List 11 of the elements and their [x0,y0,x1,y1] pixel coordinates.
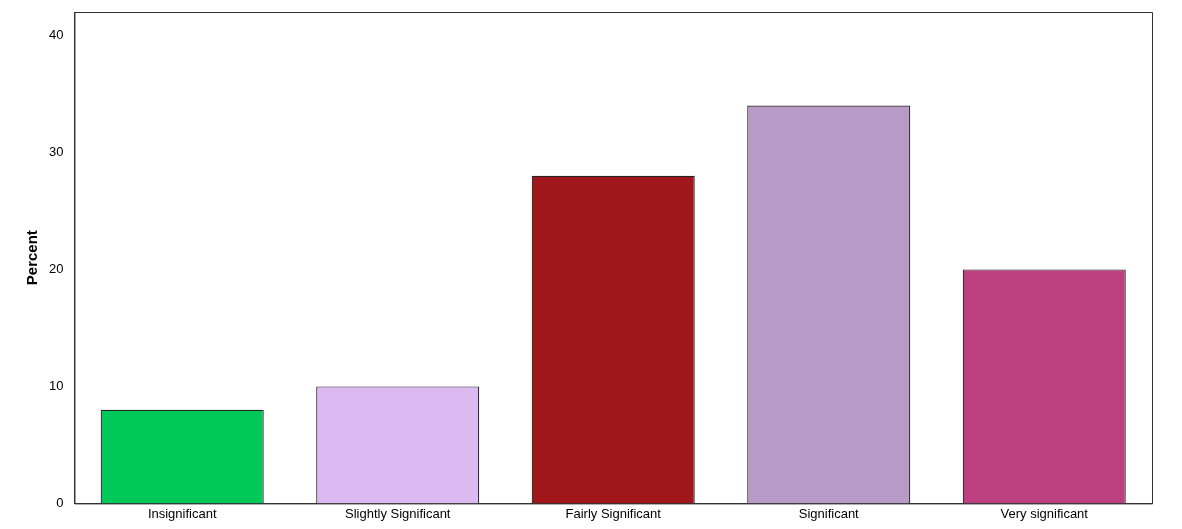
x-tick-label: Insignificant [147,505,217,521]
y-tick-label: 20 [48,260,64,276]
x-tick-label: Very significant [1000,505,1089,521]
y-axis-title: Percent [23,230,41,286]
y-tick-label: 30 [48,143,64,159]
x-tick-label: Fairly Significant [565,505,662,521]
y-tick-label: 10 [48,377,64,393]
y-tick-label: 40 [48,26,64,42]
x-tick-label: Significant [798,505,860,521]
x-tick-label: Slightly Significant [344,505,451,521]
y-tick-label: 0 [56,494,64,510]
